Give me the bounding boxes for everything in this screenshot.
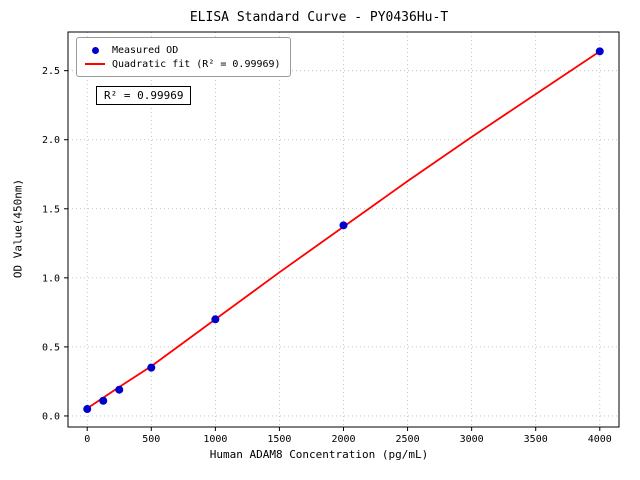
legend-label-quadratic-fit: Quadratic fit (R² = 0.99969) bbox=[112, 58, 281, 70]
x-tick-label: 3500 bbox=[524, 434, 548, 445]
legend-swatch bbox=[84, 46, 106, 54]
data-point bbox=[595, 47, 604, 56]
y-tick-label: 0.5 bbox=[42, 342, 60, 353]
r-squared-annotation: R² = 0.99969 bbox=[96, 86, 192, 105]
x-tick-label: 3000 bbox=[460, 434, 484, 445]
x-tick-label: 2000 bbox=[331, 434, 355, 445]
y-tick-label: 1.5 bbox=[42, 204, 60, 215]
legend-entry-measured-od: Measured OD bbox=[84, 43, 281, 57]
data-point bbox=[339, 221, 348, 230]
x-tick-label: 1500 bbox=[267, 434, 291, 445]
x-tick-label: 500 bbox=[142, 434, 160, 445]
legend: Measured OD Quadratic fit (R² = 0.99969) bbox=[76, 37, 291, 77]
quadratic-fit-line-icon bbox=[85, 63, 105, 65]
x-tick-label: 4000 bbox=[588, 434, 612, 445]
y-tick-label: 1.0 bbox=[42, 273, 60, 284]
legend-entry-quadratic-fit: Quadratic fit (R² = 0.99969) bbox=[84, 57, 281, 71]
data-point bbox=[147, 363, 156, 372]
x-tick-label: 2500 bbox=[396, 434, 420, 445]
x-axis-label: Human ADAM8 Concentration (pg/mL) bbox=[209, 448, 429, 461]
chart-title: ELISA Standard Curve - PY0436Hu-T bbox=[189, 10, 449, 25]
measured-od-marker-icon bbox=[91, 46, 99, 54]
y-tick-label: 0.0 bbox=[42, 411, 60, 422]
x-tick-label: 1000 bbox=[203, 434, 227, 445]
x-tick-label: 0 bbox=[84, 434, 90, 445]
y-axis-label: OD Value(450nm) bbox=[11, 178, 25, 279]
data-point bbox=[115, 385, 124, 394]
fit-line bbox=[86, 50, 601, 410]
data-point bbox=[83, 405, 92, 414]
y-tick-label: 2.0 bbox=[42, 135, 60, 146]
data-point bbox=[211, 315, 220, 324]
data-point bbox=[99, 396, 108, 405]
legend-swatch bbox=[84, 63, 106, 65]
legend-label-measured-od: Measured OD bbox=[112, 44, 179, 56]
y-tick-label: 2.5 bbox=[42, 66, 60, 77]
